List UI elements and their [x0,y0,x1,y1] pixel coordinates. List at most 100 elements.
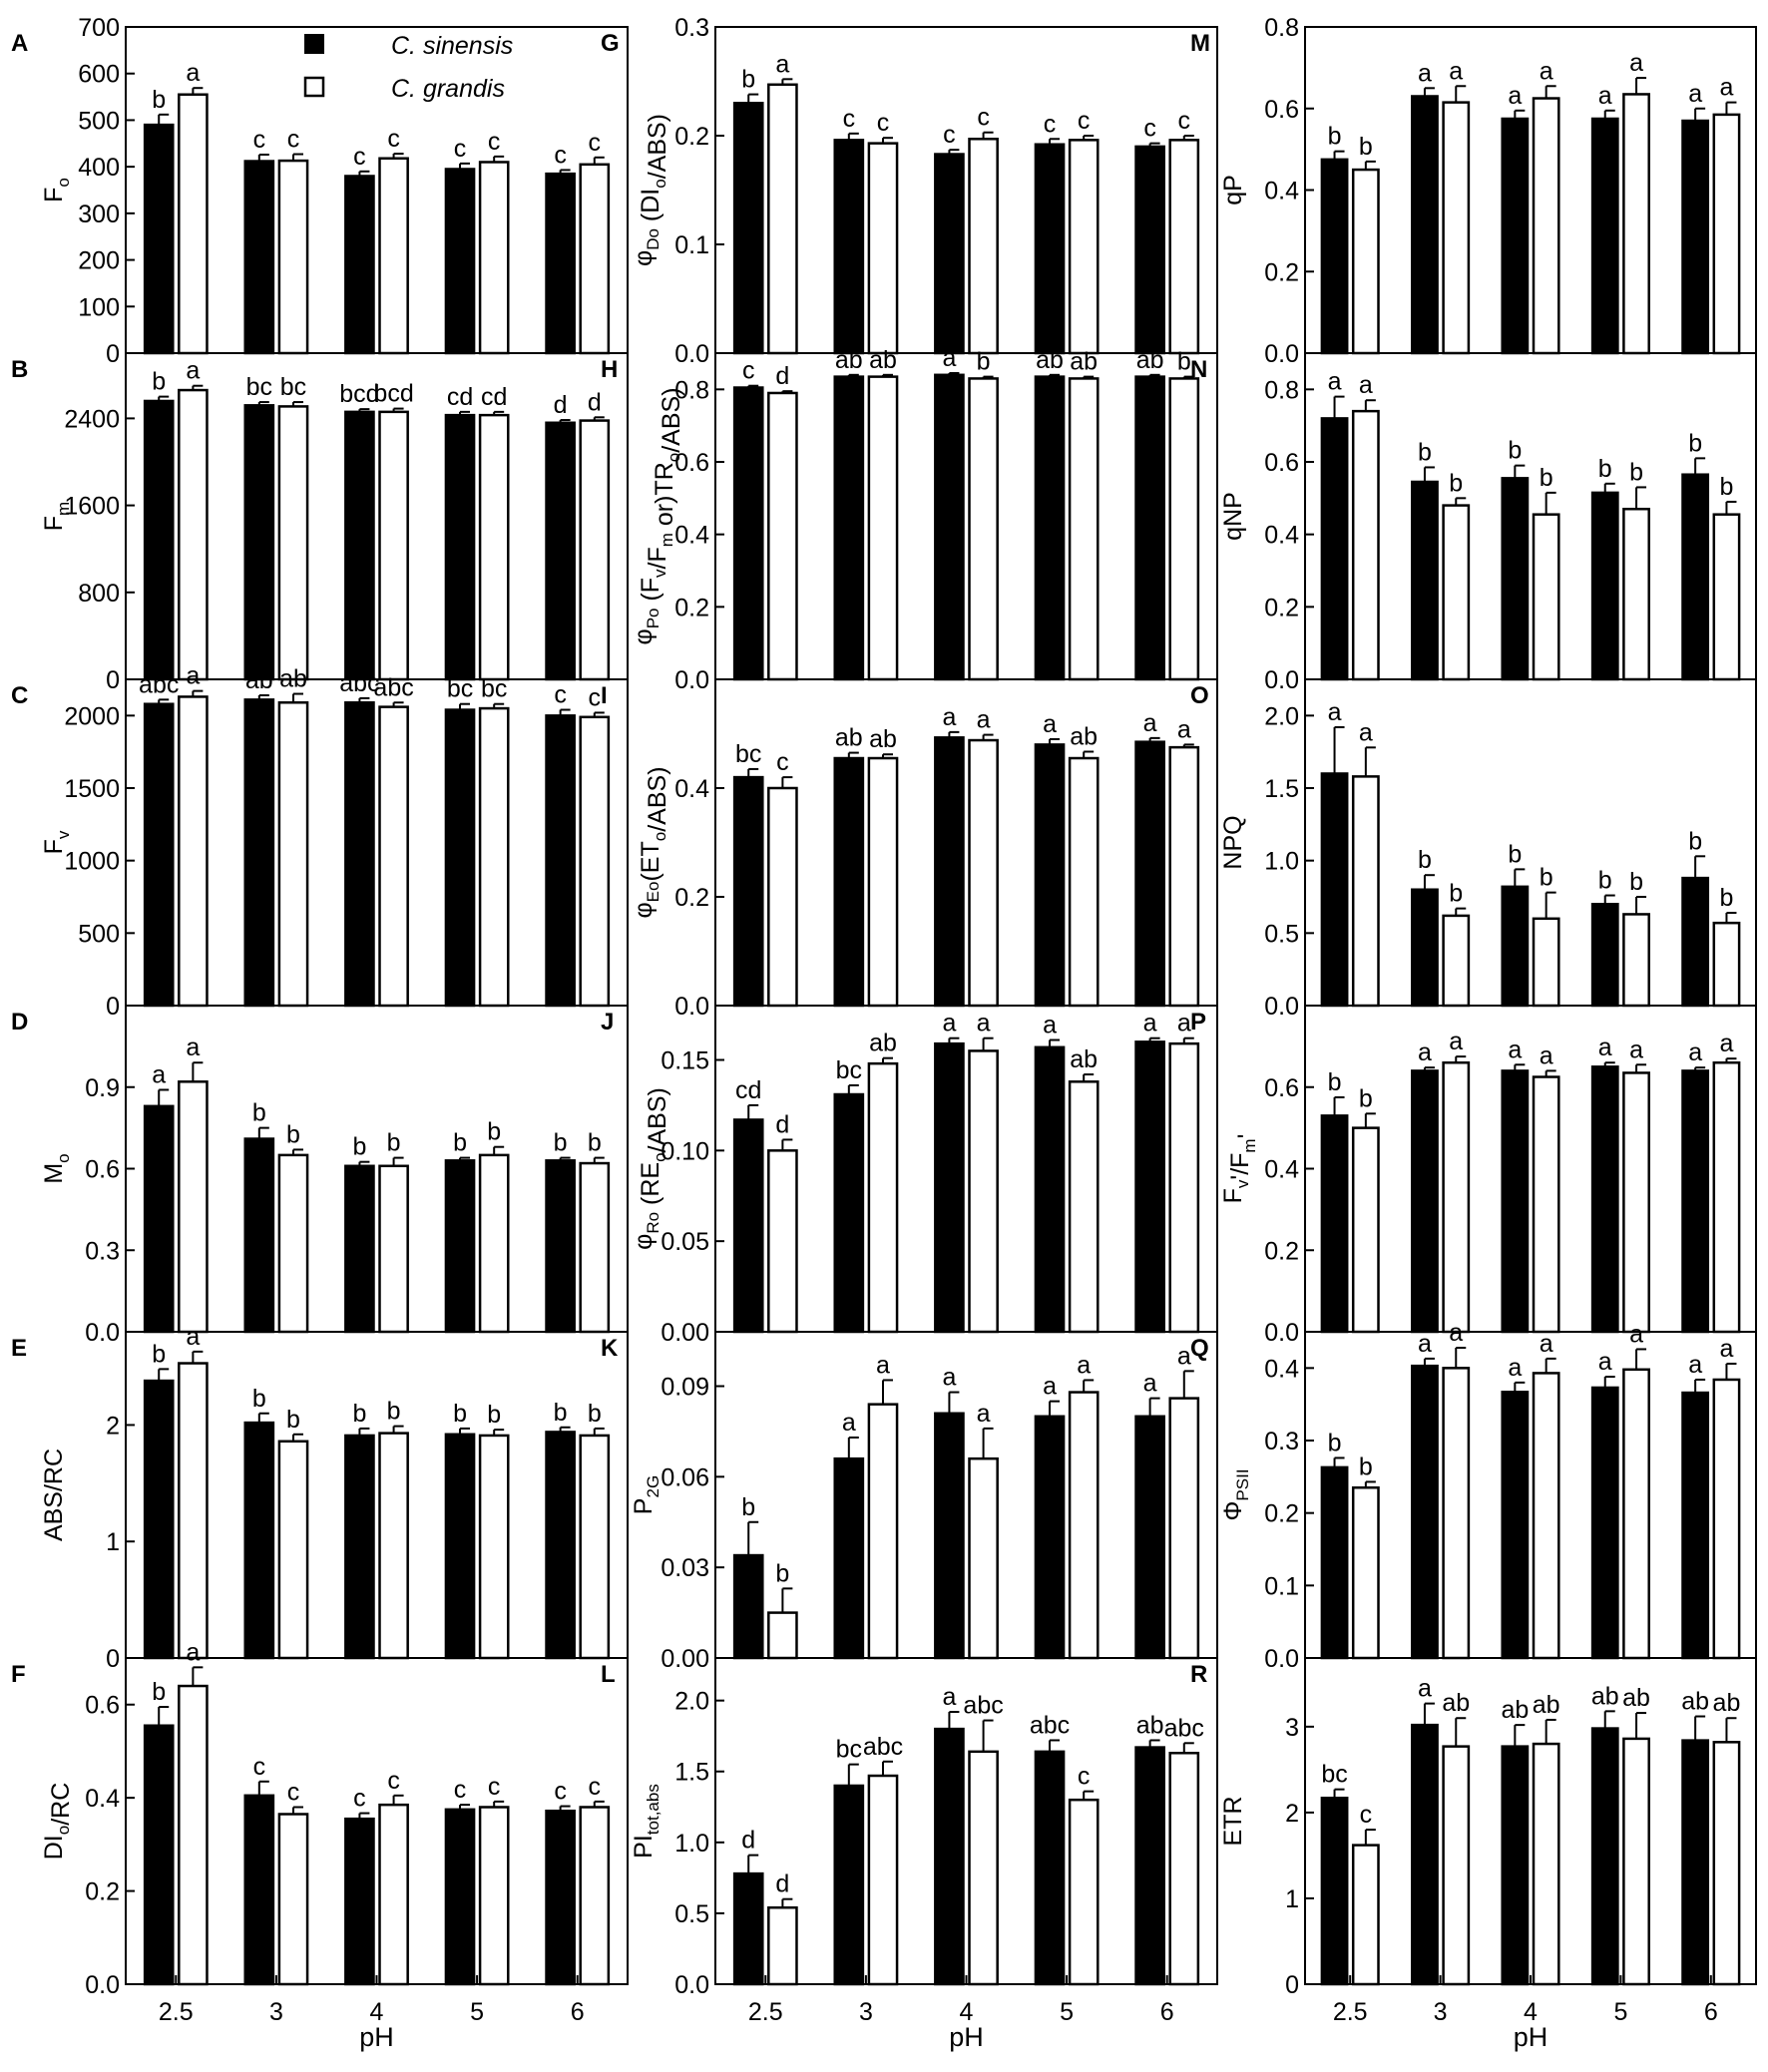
significance-letter: a [1143,1010,1157,1037]
significance-letter: a [1177,1010,1191,1037]
y-tick-label: 0.2 [674,884,709,912]
bar-c-sinensis-5 [444,1433,476,1660]
bar-c-grandis-5 [478,413,510,681]
bar-c-grandis-3 [1442,504,1471,681]
bar-c-sinensis-6 [1134,1746,1165,1986]
bar-c-grandis-6 [1712,113,1741,355]
bar-c-grandis-2.5 [1351,1844,1380,1986]
y-tick-label: 400 [78,154,120,182]
bar-c-sinensis-4 [1501,477,1530,681]
bar-c-grandis-6 [579,715,611,1008]
panel-label: A [11,30,28,57]
bar-c-sinensis-3 [833,1092,865,1334]
y-tick-label: 1600 [64,493,120,521]
significance-letter: ab [1136,346,1164,374]
significance-letter: b [352,1400,366,1428]
panel-label: I [601,682,608,709]
significance-letter: abc [963,1692,1003,1720]
bar-c-sinensis-6 [545,172,576,355]
significance-letter: b [1359,1452,1373,1480]
significance-letter: c [454,1776,467,1804]
y-axis-label: P2G [630,1475,663,1514]
significance-letter: c [253,126,266,154]
y-tick-label: 0.9 [85,1074,120,1102]
panel-label: J [601,1009,614,1036]
significance-letter: b [1540,864,1553,892]
significance-letter: b [588,1129,602,1157]
y-tick-label: 0.10 [661,1137,709,1165]
bar-c-sinensis-5 [1590,1727,1619,1986]
significance-letter: c [776,748,789,776]
significance-letter: a [1508,82,1522,110]
bar-c-sinensis-3 [833,1784,865,1986]
y-tick-label: 0.3 [1264,1428,1299,1455]
bar-c-sinensis-4 [934,1727,965,1986]
significance-letter: bc [836,1736,862,1764]
significance-letter: c [287,1778,300,1806]
significance-letter: abc [1030,1711,1070,1739]
bar-c-sinensis-6 [545,1159,576,1334]
significance-letter: bc [481,675,507,703]
bar-c-sinensis-6 [1681,473,1710,681]
bar-c-sinensis-2.5 [732,775,764,1008]
y-tick-label: 0.03 [661,1554,709,1582]
y-tick-label: 0.3 [674,14,709,42]
bar-c-grandis-2.5 [178,1684,209,1986]
y-tick-label: 0.0 [674,993,709,1021]
significance-letter: b [1449,469,1463,497]
significance-letter: ab [1533,1691,1560,1719]
significance-letter: b [152,1340,166,1368]
significance-letter: d [554,391,568,419]
bar-c-sinensis-4 [1501,1391,1530,1660]
significance-letter: c [554,1778,567,1806]
significance-letter: b [1688,827,1702,855]
x-tick-label: 3 [1434,1998,1448,2026]
bar-c-grandis-4 [378,1432,409,1660]
panel-label: O [1190,682,1209,709]
bar-c-sinensis-6 [545,1809,576,1986]
bar-c-sinensis-4 [1501,117,1530,355]
significance-letter: a [1177,715,1191,743]
legend-swatch-series-1 [304,34,324,54]
y-axis-label: Fm [40,502,73,531]
significance-letter: b [775,1559,789,1587]
bar-c-grandis-6 [579,163,611,355]
significance-letter: b [741,1493,755,1521]
bar-c-sinensis-4 [344,175,375,355]
bar-c-grandis-3 [277,701,309,1008]
bar-c-sinensis-4 [934,153,965,355]
significance-letter: a [977,1010,991,1037]
bar-c-grandis-5 [1068,1798,1100,1986]
bar-c-grandis-2.5 [1351,1126,1380,1334]
x-axis-label: pH [1514,2022,1548,2052]
y-tick-label: 2400 [64,405,120,433]
y-axis-label: qP [1219,175,1247,206]
y-tick-label: 0.4 [674,775,709,803]
bar-c-grandis-2.5 [1351,409,1380,681]
bar-c-grandis-3 [1442,1060,1471,1334]
bar-c-sinensis-5 [1034,1415,1066,1660]
bar-c-grandis-6 [579,419,611,681]
significance-letter: b [1449,880,1463,908]
bar-c-grandis-3 [867,1403,899,1660]
bar-c-grandis-2.5 [178,695,209,1008]
x-tick-label: 6 [1160,1998,1174,2026]
significance-letter: a [977,706,991,734]
bar-c-sinensis-5 [1590,491,1619,681]
bar-c-sinensis-4 [344,1434,375,1660]
significance-letter: b [286,1120,300,1148]
bar-c-grandis-2.5 [767,1611,798,1660]
significance-letter: b [1359,133,1373,161]
bar-c-sinensis-6 [1681,1739,1710,1986]
significance-letter: ab [1070,348,1098,376]
significance-letter: a [1043,1012,1057,1039]
significance-letter: ab [279,665,307,693]
significance-letter: ab [1501,1696,1529,1724]
bar-c-sinensis-5 [444,708,476,1008]
significance-letter: a [186,1323,200,1351]
significance-letter: a [1177,1342,1191,1370]
x-tick-label: 5 [1060,1998,1074,2026]
